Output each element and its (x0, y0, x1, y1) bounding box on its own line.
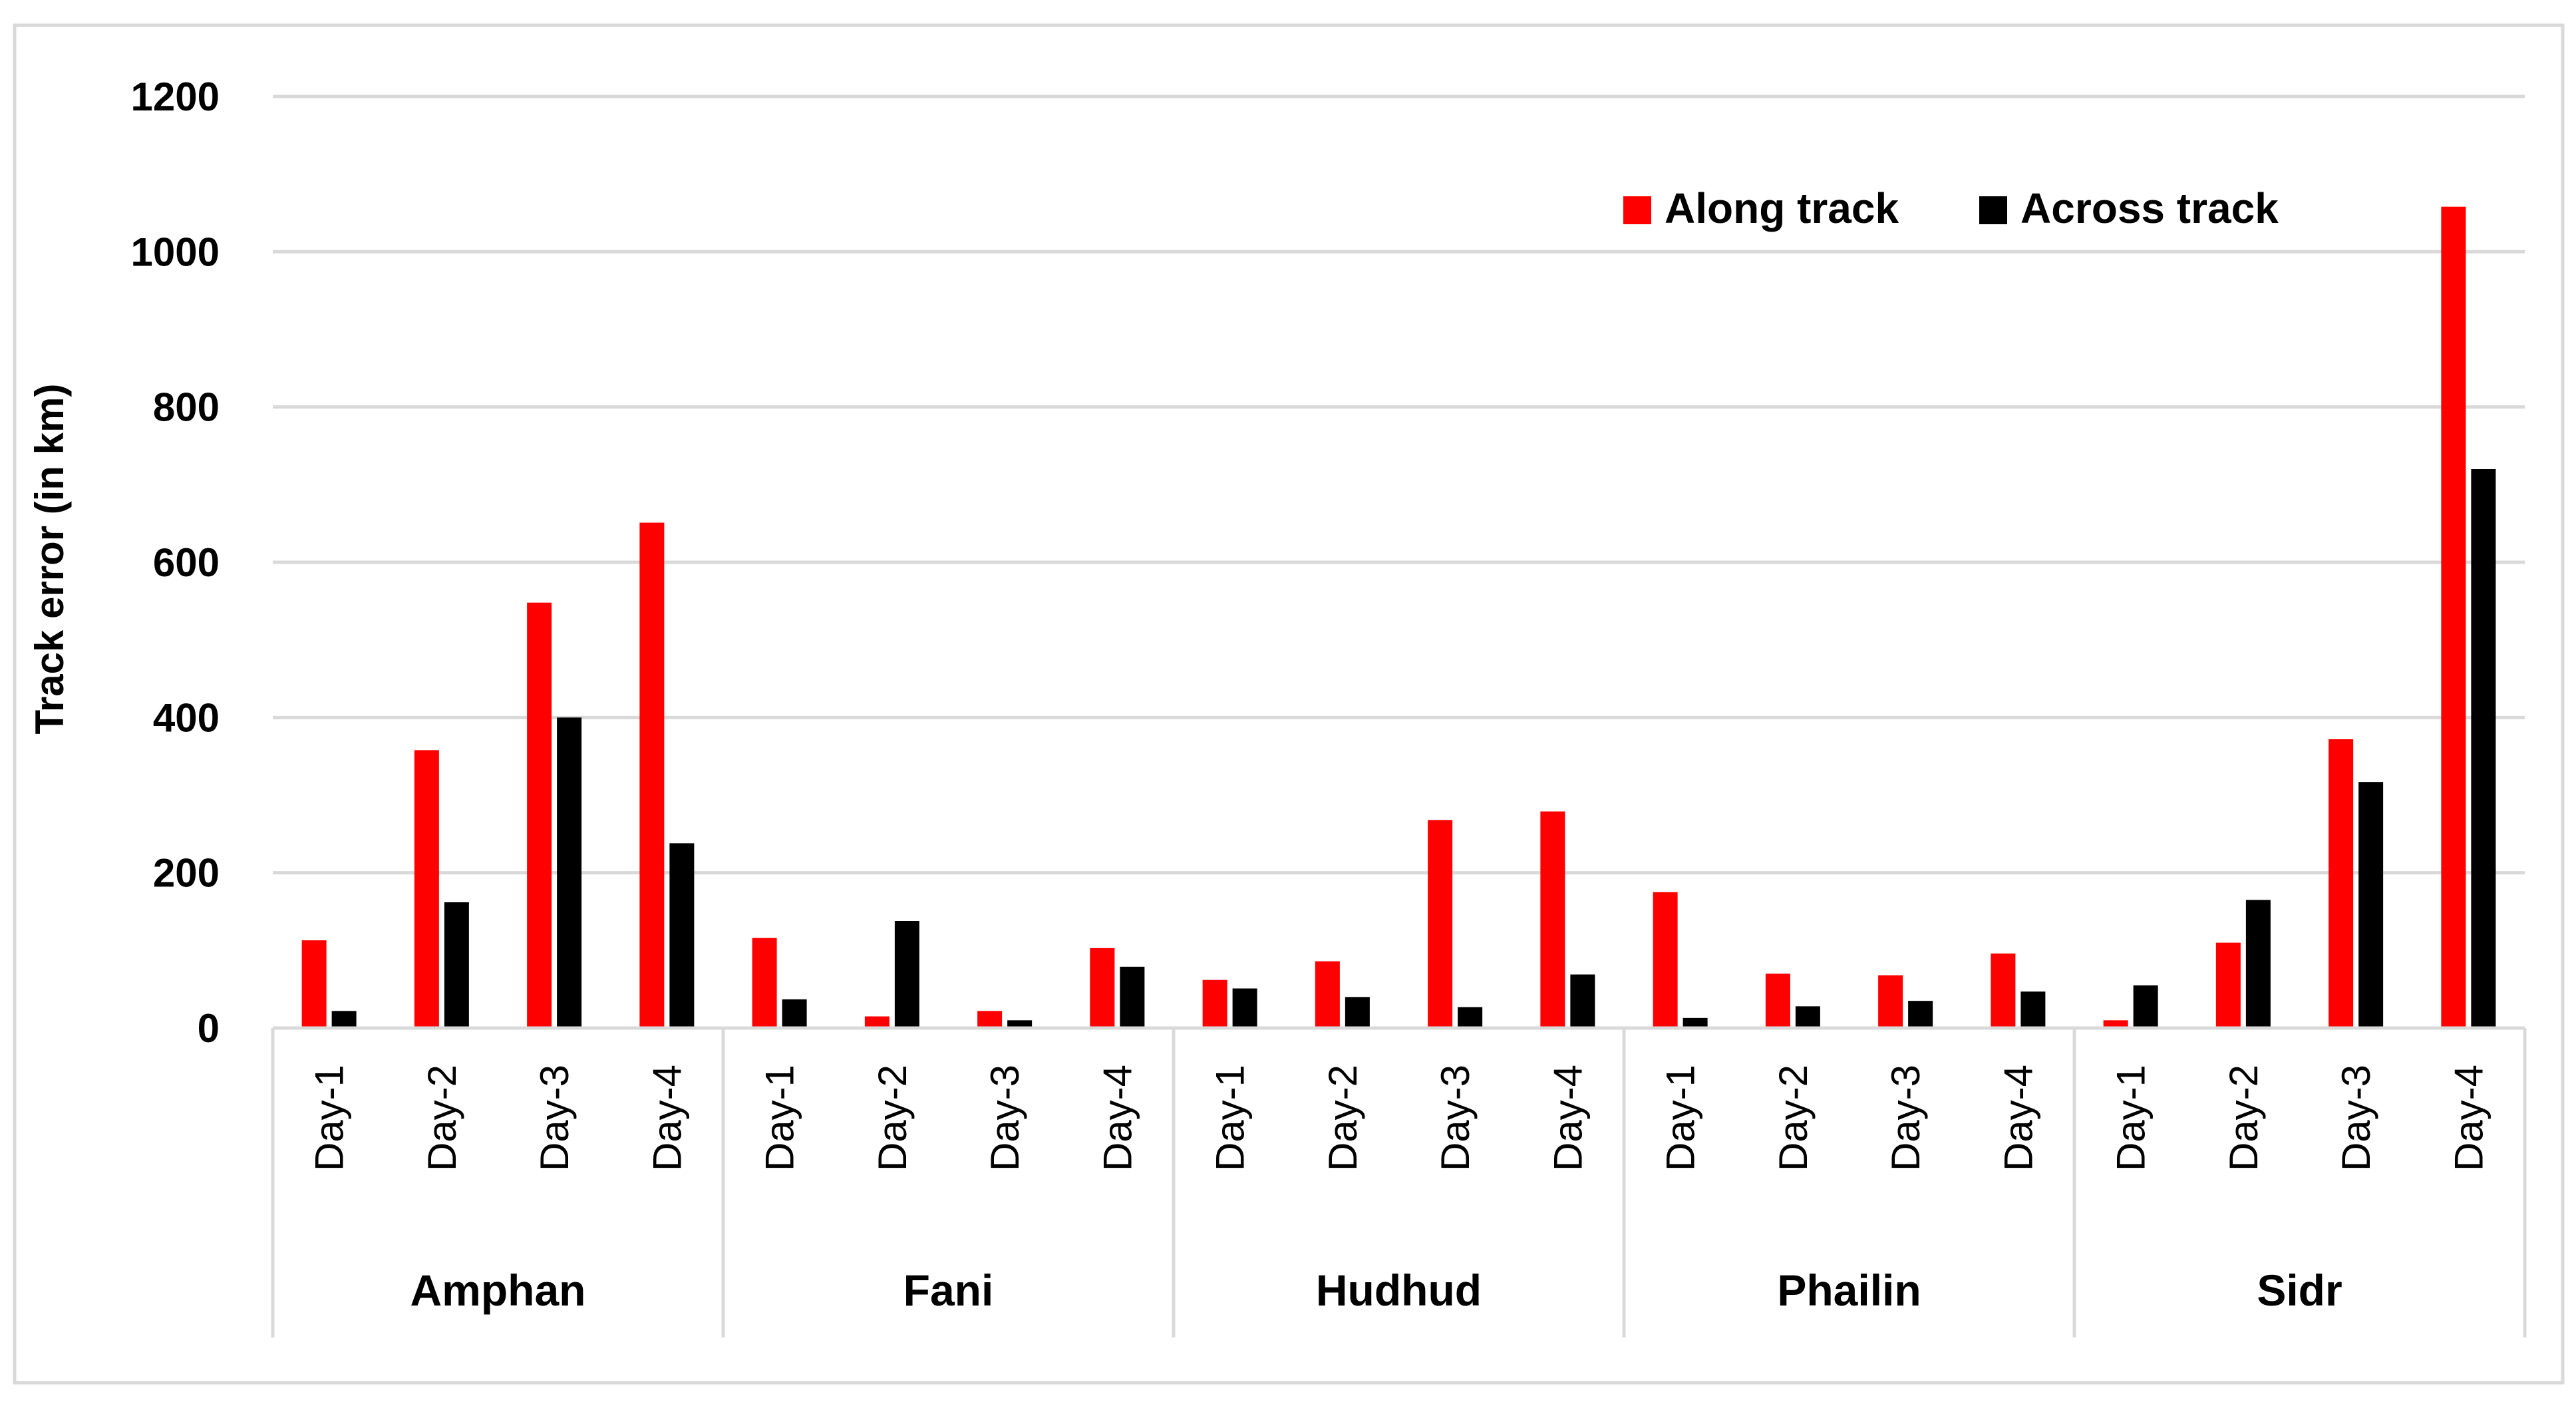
bar-along-track (1878, 975, 1903, 1028)
x-tick-label: Day-1 (307, 1065, 352, 1171)
legend-label: Along track (1665, 184, 1899, 232)
x-tick-label: Day-2 (420, 1065, 464, 1171)
bar-across-track (2358, 782, 2384, 1028)
bar-across-track (444, 902, 469, 1028)
bar-along-track (977, 1011, 1003, 1028)
y-axis-title: Track error (in km) (27, 384, 72, 735)
axes (271, 1026, 2527, 1337)
bar-along-track (2329, 739, 2354, 1028)
x-tick-label: Day-1 (2109, 1065, 2154, 1171)
y-tick-label: 1000 (131, 230, 220, 274)
bar-along-track (639, 522, 665, 1028)
bar-along-track (414, 750, 439, 1028)
y-tick-label: 400 (153, 695, 220, 740)
x-tick-label: Day-2 (870, 1065, 915, 1171)
bar-across-track (2020, 991, 2046, 1028)
group-labels: Amphan Fani Hudhud Phailin Sidr (410, 1266, 2342, 1315)
x-tick-label: Day-3 (2334, 1065, 2378, 1171)
bar-across-track (894, 921, 919, 1028)
bar-across-track (1345, 997, 1370, 1028)
bar-across-track (1232, 988, 1257, 1028)
bar-along-track (1428, 820, 1453, 1028)
y-tick-label: 800 (153, 385, 220, 430)
bar-across-track (2133, 985, 2158, 1028)
group-label: Hudhud (1316, 1266, 1482, 1315)
x-tick-label: Day-1 (1208, 1065, 1253, 1171)
x-tick-label: Day-2 (2221, 1065, 2266, 1171)
x-tick-label: Day-1 (1659, 1065, 1703, 1171)
legend: Along track Across track (1623, 184, 2279, 232)
bar-along-track (1653, 892, 1678, 1028)
bar-along-track (1991, 954, 2016, 1028)
bar-along-track (1202, 979, 1227, 1028)
bar-across-track (1120, 966, 1145, 1028)
x-tick-label: Day-1 (758, 1065, 802, 1171)
y-tick-label: 600 (153, 540, 220, 585)
x-tick-label: Day-3 (983, 1065, 1027, 1171)
bar-along-track (752, 938, 777, 1028)
x-tick-label: Day-3 (1883, 1065, 1928, 1171)
y-tick-label: 0 (198, 1006, 220, 1051)
bar-along-track (301, 940, 327, 1028)
x-tick-label: Day-3 (1433, 1065, 1478, 1171)
y-tick-label: 1200 (131, 75, 220, 119)
group-label: Fani (903, 1266, 994, 1315)
bar-along-track (864, 1016, 889, 1028)
bar-across-track (557, 717, 582, 1028)
x-tick-labels: Day-1 Day-2 Day-3 Day-4 Day-1 Day-2 Day-3 Day-4… (307, 1065, 2492, 1171)
x-tick-label: Day-4 (2446, 1065, 2491, 1171)
bar-along-track (527, 602, 552, 1028)
x-tick-label: Day-4 (1545, 1065, 1590, 1171)
group-label: Phailin (1777, 1266, 1921, 1315)
bars (301, 206, 2496, 1029)
legend-label: Across track (2020, 184, 2279, 232)
x-tick-label: Day-4 (645, 1065, 689, 1171)
bar-across-track (331, 1011, 357, 1028)
legend-swatch (1623, 196, 1651, 224)
bar-across-track (1683, 1017, 1708, 1028)
x-tick-label: Day-2 (1321, 1065, 1365, 1171)
bar-along-track (2215, 942, 2241, 1028)
bar-along-track (1540, 811, 1565, 1028)
y-tick-labels: 0 200 400 600 800 1000 1200 (131, 75, 220, 1051)
bar-across-track (1458, 1007, 1483, 1028)
x-tick-label: Day-3 (532, 1065, 577, 1171)
bar-along-track (2441, 206, 2466, 1029)
bar-across-track (1795, 1006, 1820, 1028)
bar-along-track (1765, 973, 1790, 1028)
bar-across-track (1570, 974, 1595, 1028)
x-tick-label: Day-4 (1095, 1065, 1140, 1171)
bar-across-track (1007, 1020, 1033, 1028)
bar-across-track (1908, 1001, 1933, 1028)
bar-along-track (1090, 948, 1115, 1028)
x-tick-label: Day-4 (1996, 1065, 2040, 1171)
bar-along-track (1315, 961, 1340, 1028)
bar-across-track (782, 999, 807, 1028)
y-tick-label: 200 (153, 851, 220, 896)
bar-across-track (669, 843, 695, 1028)
bar-across-track (2245, 900, 2271, 1028)
bar-along-track (2103, 1020, 2128, 1028)
x-tick-label: Day-2 (1771, 1065, 1816, 1171)
group-label: Sidr (2257, 1266, 2342, 1315)
legend-swatch (1979, 196, 2007, 224)
bar-across-track (2471, 469, 2496, 1028)
group-label: Amphan (410, 1266, 586, 1315)
